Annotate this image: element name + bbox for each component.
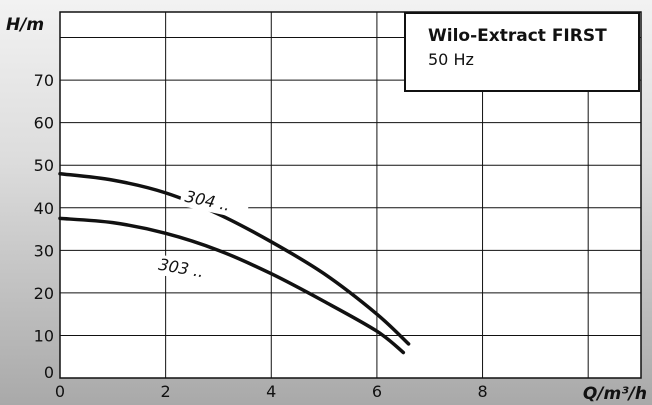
y-tick-label: 60 [34, 114, 54, 133]
legend-box: Wilo-Extract FIRST 50 Hz [404, 12, 640, 92]
y-tick-label: 10 [34, 326, 54, 345]
series-layer [58, 171, 411, 355]
series-curve-1 [58, 171, 411, 346]
plot-frame [59, 11, 642, 379]
y-tick-label: 40 [34, 199, 54, 218]
y-tick-label: 30 [34, 241, 54, 260]
grid [59, 12, 641, 379]
series-curve-2 [58, 216, 406, 355]
x-tick-label: 8 [477, 382, 487, 401]
x-axis-label: Q/m³/h [583, 384, 647, 404]
y-tick-label: 70 [34, 71, 54, 90]
x-tick-label: 4 [266, 382, 276, 401]
y-tick-label: 20 [34, 284, 54, 303]
legend-title: Wilo-Extract FIRST [428, 26, 607, 46]
x-tick-label: 0 [55, 382, 65, 401]
series-label-bg [179, 185, 250, 220]
labels-layer: 304 ..303 .. [152, 185, 250, 286]
series-label-bg [152, 254, 224, 286]
y-tick-label: 50 [34, 156, 54, 175]
legend-subtitle: 50 Hz [428, 50, 474, 69]
x-tick-label: 6 [372, 382, 382, 401]
x-tick-label: 2 [161, 382, 171, 401]
y-axis-label: H/m [6, 15, 44, 35]
axes: 0 2 4 6 8 0 10 20 30 40 50 60 70 H/m Q/m³/h [6, 11, 647, 404]
y-tick-label: 0 [44, 363, 54, 382]
